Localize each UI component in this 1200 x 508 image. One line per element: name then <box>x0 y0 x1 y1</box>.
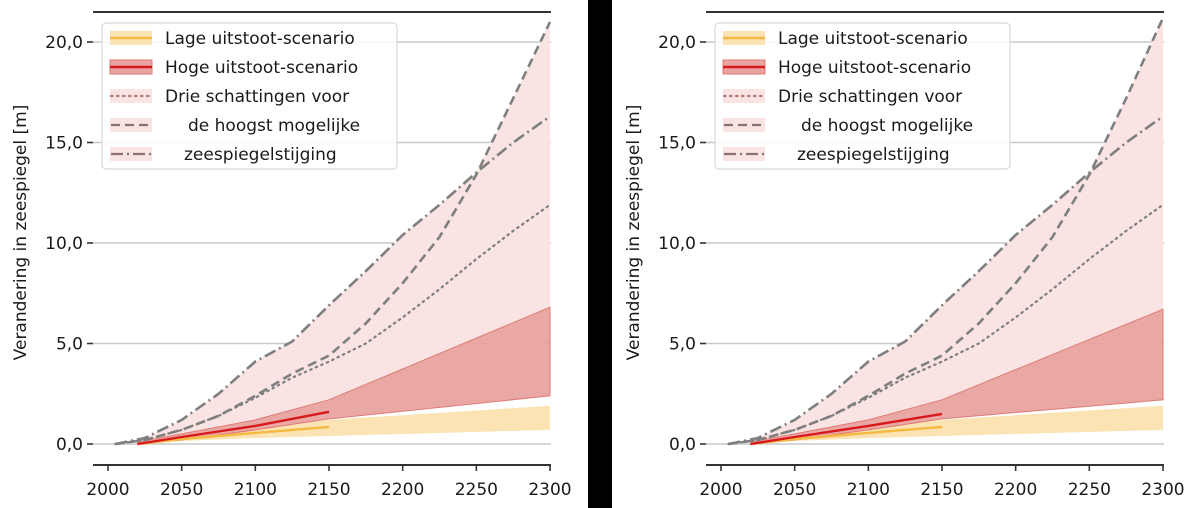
chart-left: 0,0 5,0 10,0 15,0 20,0 2000 2050 2100 2150 2200 22… <box>11 11 572 500</box>
legend-label: Hoge uitstoot-scenario <box>778 58 971 78</box>
legend-label: Drie schattingen voor <box>778 87 962 107</box>
x-tick-label: 2150 <box>307 480 350 500</box>
legend-item-low: Lage uitstoot-scenario <box>110 29 355 49</box>
legend-box <box>714 22 1011 170</box>
legend-item-dashed: de hoogst mogelijke <box>723 116 973 136</box>
legend-swatch-band <box>723 147 765 161</box>
estimate-band <box>115 21 550 445</box>
high-emission-line <box>750 412 943 446</box>
chart-right: 0,0 5,0 10,0 15,0 20,0 2000 2050 2100 2150 2200 22… <box>624 11 1185 500</box>
legend-item-high: Hoge uitstoot-scenario <box>109 58 358 78</box>
y-axis-title: Verandering in zeespiegel [m] <box>624 105 644 361</box>
legend-item-high: Hoge uitstoot-scenario <box>722 58 971 78</box>
dotted-estimate-line <box>114 203 552 446</box>
legend-label: Lage uitstoot-scenario <box>165 29 355 49</box>
x-tick-label: 2300 <box>1141 480 1184 500</box>
legend-item-low: Lage uitstoot-scenario <box>723 29 968 49</box>
estimate-band <box>728 17 1163 444</box>
x-tick-label: 2050 <box>773 480 816 500</box>
legend-label: Lage uitstoot-scenario <box>778 29 968 49</box>
x-tick-label: 2300 <box>528 480 571 500</box>
legend-item-dashdot: zeespiegelstijging <box>723 145 950 165</box>
x-tick-label: 2200 <box>994 480 1037 500</box>
legend-label: Hoge uitstoot-scenario <box>165 58 358 78</box>
legend-item-dotted: Drie schattingen voor <box>722 87 962 107</box>
x-tick-label: 2100 <box>234 480 277 500</box>
x-tick-label: 2150 <box>920 480 963 500</box>
legend: Lage uitstoot-scenario Hoge uitstoot-scen… <box>101 22 398 170</box>
legend-label: zeespiegelstijging <box>797 145 950 165</box>
y-tick-label: 15,0 <box>658 134 696 154</box>
legend-label: de hoogst mogelijke <box>801 116 973 136</box>
y-tick-label: 20,0 <box>45 33 83 53</box>
y-axis-title: Verandering in zeespiegel [m] <box>11 105 31 361</box>
y-tick-label: 0,0 <box>669 435 696 455</box>
x-tick-label: 2050 <box>160 480 203 500</box>
dashed-estimate-line <box>728 17 1165 446</box>
x-tick-label: 2000 <box>86 480 129 500</box>
legend-item-dashdot: zeespiegelstijging <box>110 145 337 165</box>
y-tick-label: 5,0 <box>669 335 696 355</box>
legend: Lage uitstoot-scenario Hoge uitstoot-scen… <box>714 22 1011 170</box>
legend-swatch-band <box>110 147 152 161</box>
dashed-estimate-line <box>115 21 552 446</box>
legend-item-dashed: de hoogst mogelijke <box>110 116 360 136</box>
y-tick-label: 5,0 <box>56 335 83 355</box>
y-tick-label: 15,0 <box>45 134 83 154</box>
dashdot-estimate-line <box>115 115 551 446</box>
legend-item-dotted: Drie schattingen voor <box>109 87 349 107</box>
dashdot-estimate-line <box>728 115 1164 446</box>
legend-label: de hoogst mogelijke <box>188 116 360 136</box>
legend-label: zeespiegelstijging <box>184 145 337 165</box>
y-tick-label: 10,0 <box>45 234 83 254</box>
x-tick-label: 2000 <box>699 480 742 500</box>
dotted-estimate-line <box>727 203 1165 446</box>
panel-divider <box>588 0 612 508</box>
high-emission-line <box>137 410 330 446</box>
x-tick-label: 2200 <box>381 480 424 500</box>
x-tick-label: 2100 <box>847 480 890 500</box>
legend-label: Drie schattingen voor <box>165 87 349 107</box>
y-tick-label: 10,0 <box>658 234 696 254</box>
legend-box <box>101 22 398 170</box>
y-tick-label: 0,0 <box>56 435 83 455</box>
x-tick-label: 2250 <box>1068 480 1111 500</box>
x-tick-label: 2250 <box>455 480 498 500</box>
y-tick-label: 20,0 <box>658 33 696 53</box>
